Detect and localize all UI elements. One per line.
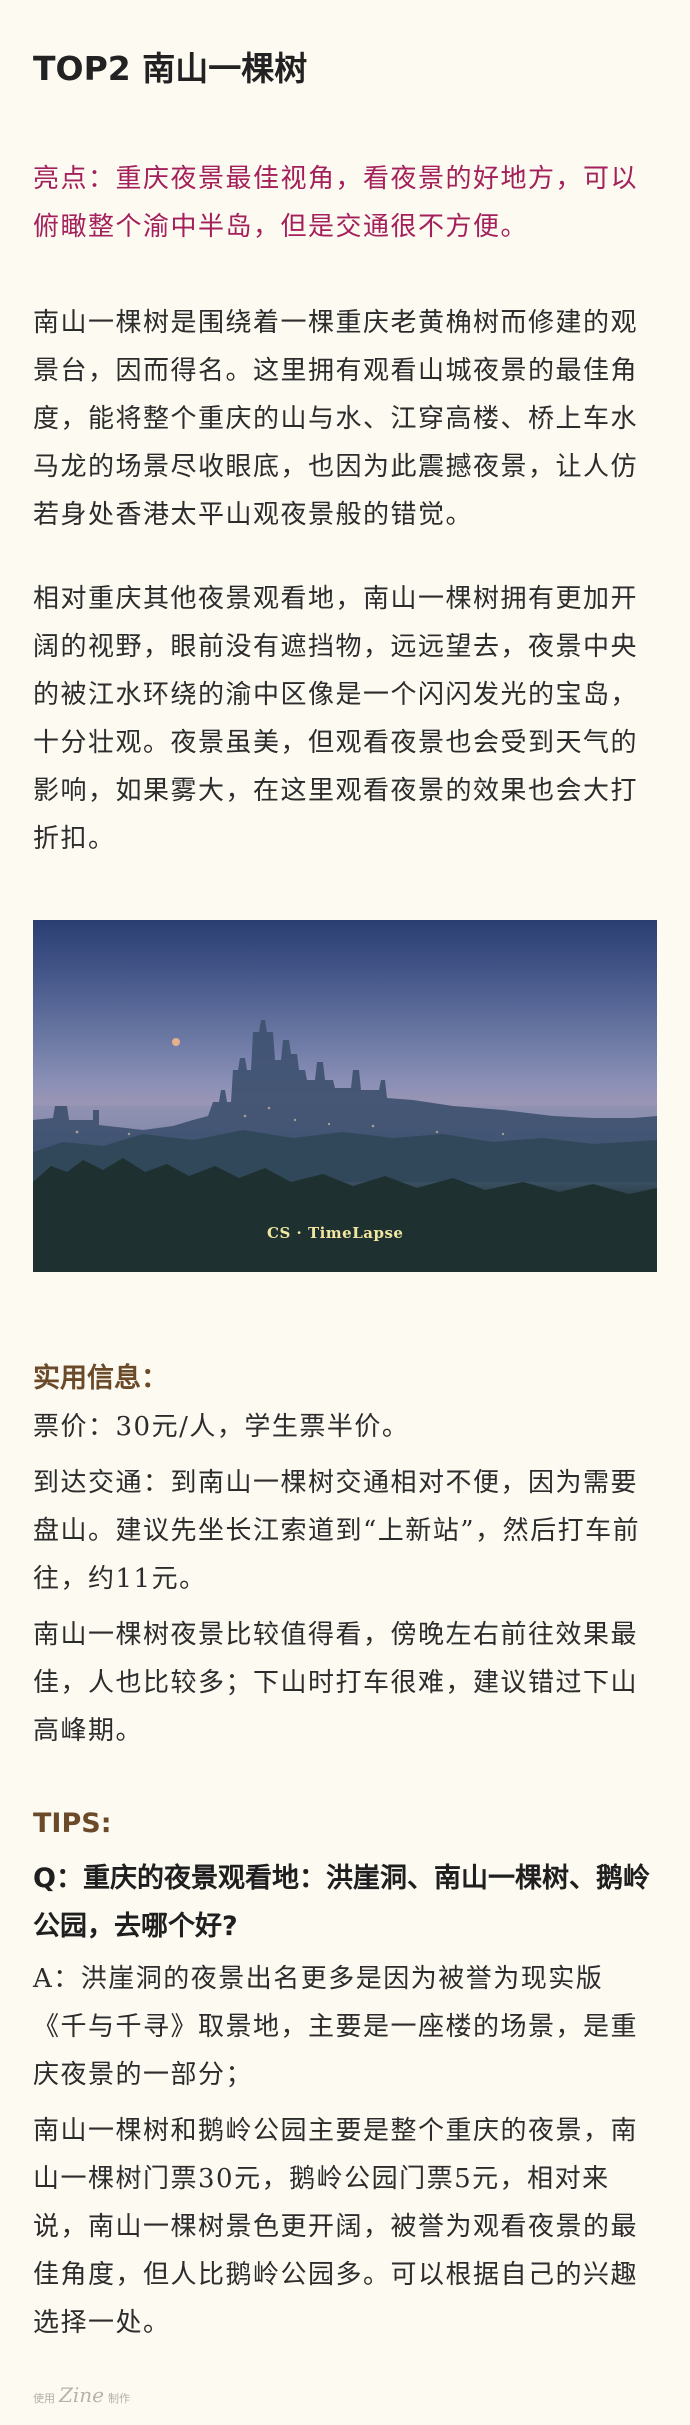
intro-paragraph-2: 相对重庆其他夜景观看地，南山一棵树拥有更加开阔的视野，眼前没有遮挡物，远远望去，… bbox=[33, 584, 639, 854]
info-paragraph-ticket: 票价：30元/人，学生票半价。 bbox=[33, 1412, 410, 1442]
footer-prefix: 使用 bbox=[33, 2392, 55, 2405]
tips-answer-2: 南山一棵树和鹅岭公园主要是整个重庆的夜景，南山一棵树门票30元，鹅岭公园门票5元… bbox=[33, 2116, 639, 2338]
city-skyline-illustration bbox=[33, 1020, 657, 1272]
footer-suffix: 制作 bbox=[108, 2392, 131, 2405]
practical-info-heading: 实用信息： bbox=[33, 1363, 168, 1394]
tips-heading: TIPS: bbox=[33, 1808, 112, 1839]
highlight-paragraph: 亮点：重庆夜景最佳视角，看夜景的好地方，可以俯瞰整个渝中半岛，但是交通很不方便。 bbox=[33, 164, 639, 242]
tips-answer-1: A：洪崖洞的夜景出名更多是因为被誉为现实版《千与千寻》取景地，主要是一座楼的场景… bbox=[33, 1964, 639, 2090]
info-paragraph-timing: 南山一棵树夜景比较值得看，傍晚左右前往效果最佳，人也比较多；下山时打车很难，建议… bbox=[33, 1620, 639, 1746]
intro-paragraph-1: 南山一棵树是围绕着一棵重庆老黄桷树而修建的观景台，因而得名。这里拥有观看山城夜景… bbox=[33, 308, 639, 530]
page-title: TOP2 南山一棵树 bbox=[33, 49, 308, 88]
tips-question: Q：重庆的夜景观看地：洪崖洞、南山一棵树、鹅岭公园，去哪个好? bbox=[33, 1863, 650, 1942]
city-night-view-photo: CS · TimeLapse bbox=[33, 920, 657, 1272]
zine-logo: Zine bbox=[59, 2383, 105, 2407]
photo-watermark: CS · TimeLapse bbox=[267, 1224, 404, 1242]
footer-credit: 使用 Zine 制作 bbox=[33, 2383, 130, 2407]
info-paragraph-transport: 到达交通：到南山一棵树交通相对不便，因为需要盘山。建议先坐长江索道到“上新站”，… bbox=[33, 1468, 641, 1594]
